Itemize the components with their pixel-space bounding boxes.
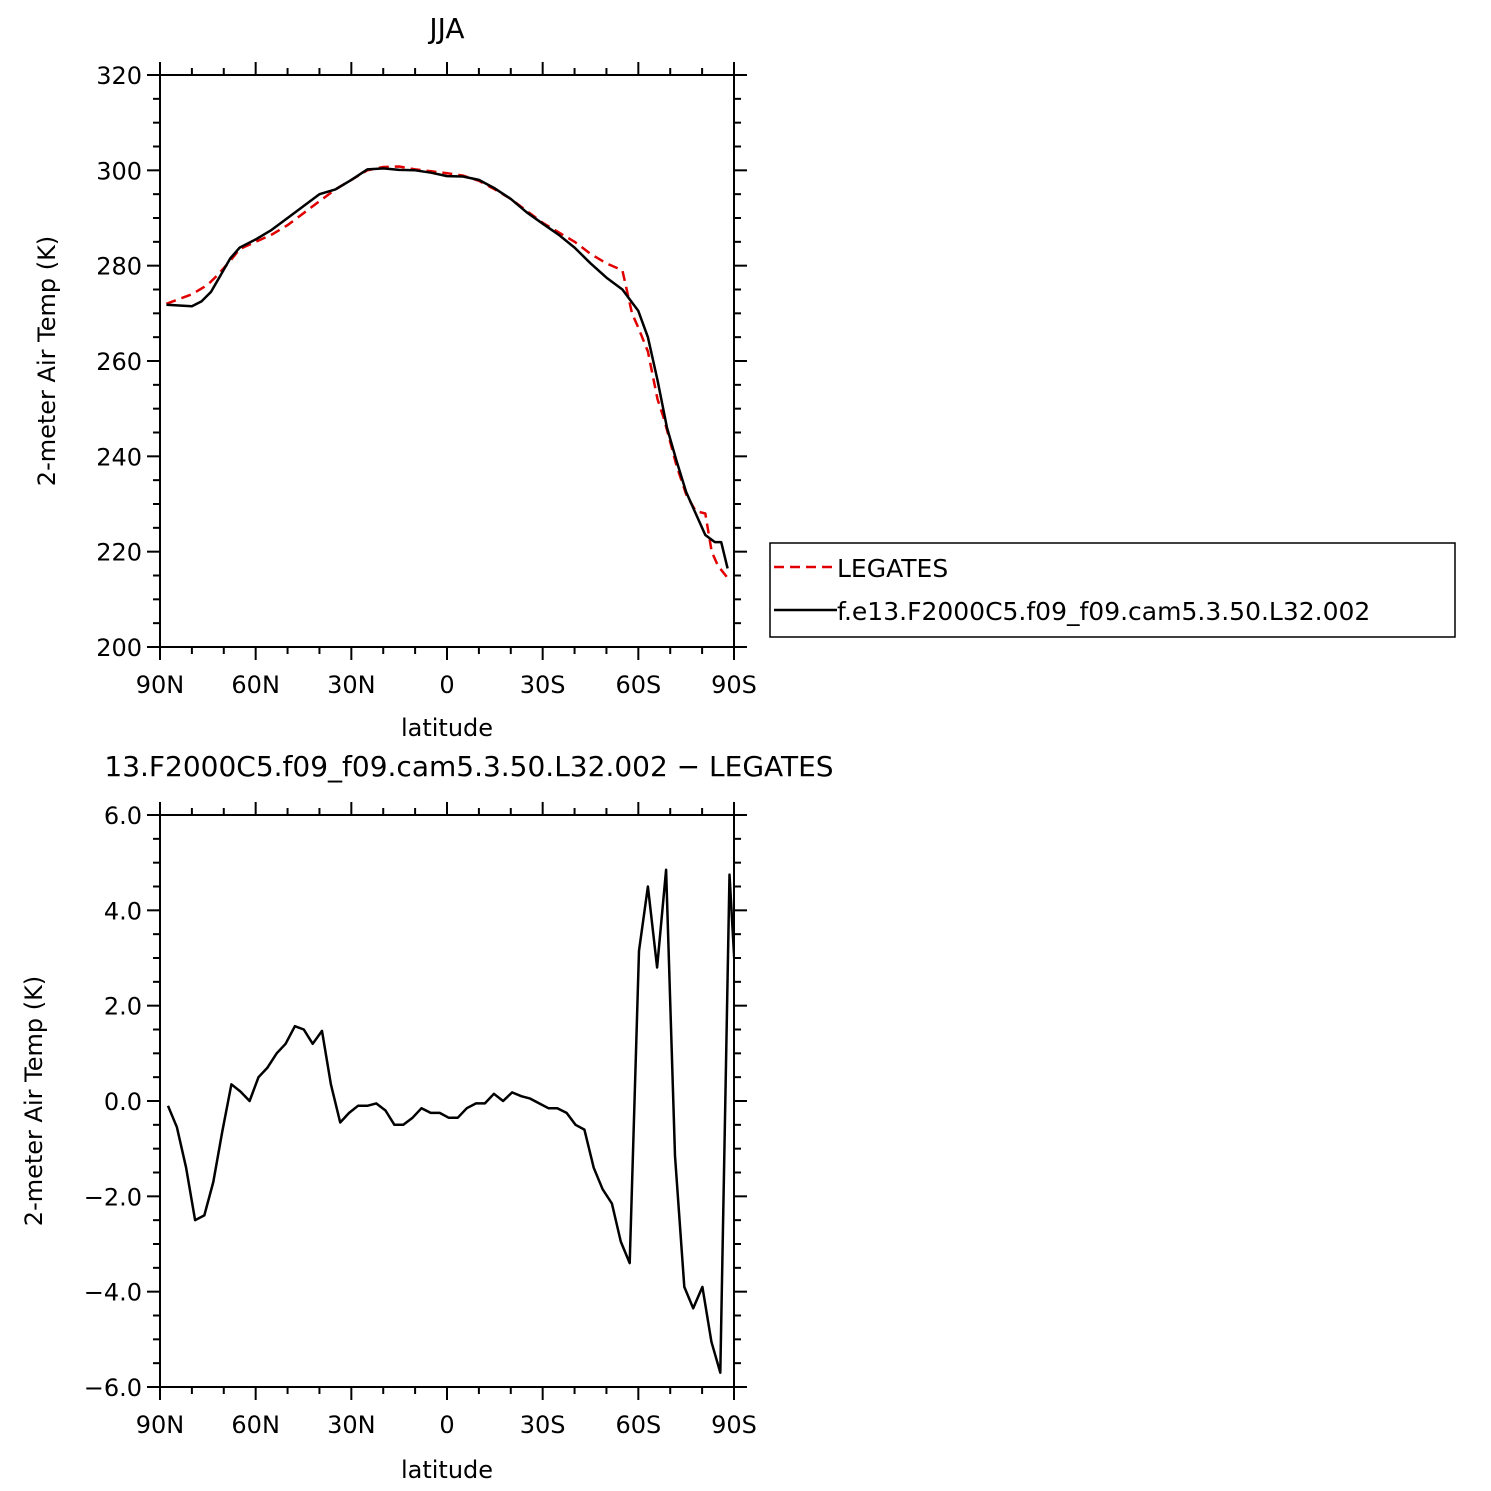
bottom-xtick-label: 90S <box>711 1411 757 1439</box>
bottom-ytick-label: 4.0 <box>104 897 142 925</box>
top-xtick-label: 90N <box>136 671 185 699</box>
top-xtick-label: 30S <box>520 671 566 699</box>
bottom-ytick-label: −4.0 <box>84 1279 142 1307</box>
top-series-line-1 <box>166 167 729 569</box>
legend: LEGATES f.e13.F2000C5.f09_f09.cam5.3.50.… <box>769 542 1456 638</box>
bottom-ytick-label: 2.0 <box>104 993 142 1021</box>
bottom-ylabel: 2-meter Air Temp (K) <box>20 976 48 1226</box>
top-ytick-label: 260 <box>96 348 142 376</box>
bottom-ytick-label: −2.0 <box>84 1183 142 1211</box>
legend-label-model: f.e13.F2000C5.f09_f09.cam5.3.50.L32.002 <box>837 597 1370 626</box>
top-series-line-0 <box>165 165 729 579</box>
bottom-xtick-label: 60S <box>615 1411 661 1439</box>
top-xtick-label: 0 <box>439 671 454 699</box>
bottom-series-line-0 <box>166 868 734 1374</box>
bottom-ytick-label: 6.0 <box>104 802 142 830</box>
bottom-axes-frame <box>159 814 735 1388</box>
top-xtick-label: 90S <box>711 671 757 699</box>
top-ytick-label: 320 <box>96 62 142 90</box>
bottom-panel: 13.F2000C5.f09_f09.cam5.3.50.L32.002 − L… <box>20 750 834 1484</box>
top-ytick-label: 280 <box>96 253 142 281</box>
top-ytick-label: 220 <box>96 539 142 567</box>
top-plot-area: 200 220 240 260 280 300 320 90N 60N 30N 0 30S 60S 90S <box>96 62 757 699</box>
top-title: JJA <box>427 12 464 45</box>
top-xlabel: latitude <box>401 714 493 742</box>
top-xtick-label: 60N <box>231 671 280 699</box>
bottom-xlabel: latitude <box>401 1456 493 1484</box>
top-ytick-label: 240 <box>96 443 142 471</box>
bottom-xtick-label: 90N <box>136 1411 185 1439</box>
legend-label-legates: LEGATES <box>837 554 948 583</box>
bottom-plot-area: −6.0 −4.0 −2.0 0.0 2.0 4.0 6.0 90N 60N 30N 0 30S 60S… <box>84 802 757 1439</box>
top-panel: JJA 200 220 240 260 280 300 320 90N 60N 30N 0 30S 60… <box>33 12 757 742</box>
bottom-ytick-label: 0.0 <box>104 1088 142 1116</box>
top-ytick-label: 300 <box>96 157 142 185</box>
bottom-xtick-label: 30S <box>520 1411 566 1439</box>
top-ylabel: 2-meter Air Temp (K) <box>33 236 61 486</box>
top-xtick-label: 60S <box>615 671 661 699</box>
bottom-xtick-label: 30N <box>327 1411 376 1439</box>
legend-box <box>769 542 1456 638</box>
bottom-xtick-label: 60N <box>231 1411 280 1439</box>
top-xtick-label: 30N <box>327 671 376 699</box>
bottom-title: 13.F2000C5.f09_f09.cam5.3.50.L32.002 − L… <box>104 750 833 783</box>
bottom-ytick-label: −6.0 <box>84 1374 142 1402</box>
top-axes-frame <box>159 74 735 648</box>
top-ytick-label: 200 <box>96 634 142 662</box>
bottom-xtick-label: 0 <box>439 1411 454 1439</box>
